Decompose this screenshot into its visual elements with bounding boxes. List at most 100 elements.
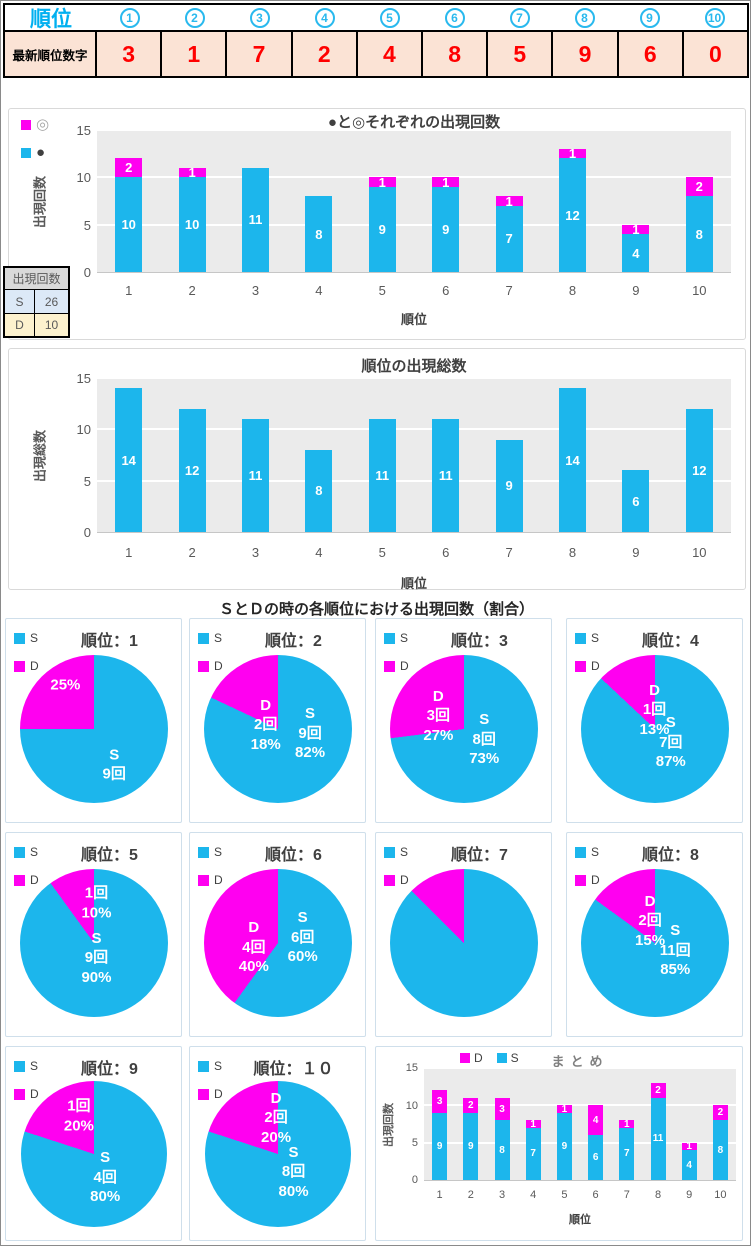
- pie-legend-S: S: [14, 631, 38, 645]
- latest-number-cell[interactable]: 3: [97, 32, 163, 76]
- sd-table-row-label[interactable]: D: [5, 314, 35, 336]
- latest-number-cell[interactable]: 6: [619, 32, 684, 76]
- legend-symbol: ●: [36, 144, 46, 161]
- legend-label: S: [591, 631, 600, 645]
- bar-segment-D-rank-10: 2: [712, 1105, 728, 1121]
- rank-column-header[interactable]: 1: [97, 7, 162, 28]
- circled-number: 2: [184, 7, 205, 28]
- bar-rank-9: 6: [622, 378, 650, 532]
- legend-swatch: [21, 119, 31, 130]
- x-tick-label-6: 6: [592, 1189, 599, 1201]
- rank-column-header[interactable]: 4: [292, 7, 357, 28]
- rank-column-header[interactable]: 5: [357, 7, 422, 28]
- legend-label: D: [30, 1087, 39, 1101]
- bar-segment-D-rank-4: 1: [525, 1119, 541, 1130]
- bar-segment-◎-rank-10: 2: [685, 177, 713, 197]
- pie-label-line: 18%: [250, 735, 281, 753]
- circled-number: 7: [509, 7, 530, 28]
- x-tick-label-2: 2: [188, 283, 196, 298]
- pie-title: 順位：7: [451, 847, 508, 864]
- x-tick-label-5: 5: [378, 283, 386, 298]
- sd-table-row-label[interactable]: S: [5, 290, 35, 313]
- latest-number-cell[interactable]: 7: [227, 32, 293, 76]
- latest-number-cell[interactable]: 5: [488, 32, 554, 76]
- legend-item-●: ●: [21, 145, 45, 160]
- rank-column-header[interactable]: 6: [422, 7, 487, 28]
- pie-label-line: 13%: [639, 720, 670, 738]
- rank-column-header[interactable]: 10: [682, 7, 747, 28]
- bar-segment-D-rank-8: 2: [650, 1082, 666, 1098]
- pie-label-line: 80%: [278, 1182, 309, 1200]
- bar-segment-S-rank-1: 9: [432, 1112, 448, 1180]
- bar-segment-D-rank-9: 1: [681, 1141, 697, 1152]
- pie-label-S: S 9回 82%: [295, 704, 325, 763]
- rank-column-header[interactable]: 7: [487, 7, 552, 28]
- pie-label-line: S: [305, 705, 316, 723]
- latest-number-cell[interactable]: 4: [358, 32, 424, 76]
- gridline: [424, 1104, 736, 1107]
- x-tick-label-7: 7: [623, 1189, 630, 1201]
- sd-table-header[interactable]: 出現回数: [5, 268, 68, 290]
- y-tick-label: 5: [411, 1136, 418, 1149]
- bar-rank-1: 14: [115, 378, 143, 532]
- gridline: [424, 1141, 736, 1144]
- sd-table-row: D 10: [5, 313, 68, 336]
- pie-label-line: D: [260, 696, 272, 714]
- legend-label: D: [591, 873, 600, 887]
- rank-column-header[interactable]: 2: [162, 7, 227, 28]
- bar-rank-3: 11: [242, 378, 269, 532]
- legend-label: D: [30, 659, 39, 673]
- pie-card-rank-6: S D 順位：6 D 4回 40% S 6回 60%: [189, 832, 366, 1037]
- bar-segment-S-rank-8: 11: [650, 1097, 666, 1180]
- x-tick-label-10: 10: [692, 545, 707, 560]
- legend-item-◎: ◎: [21, 117, 49, 132]
- rank-column-header[interactable]: 3: [227, 7, 292, 28]
- pie-label-line: 80%: [90, 1188, 121, 1206]
- pie-label-line: S: [479, 711, 490, 729]
- pie-label-line: 1回: [84, 884, 109, 902]
- legend-symbol: ◎: [36, 116, 50, 133]
- latest-number-cell[interactable]: 0: [709, 40, 722, 67]
- x-tick-label-3: 3: [251, 545, 260, 560]
- x-tick-label-7: 7: [505, 545, 513, 560]
- latest-number-cell[interactable]: 2: [293, 32, 358, 76]
- legend-label: S: [591, 845, 600, 859]
- summary-plot-area: 9 3 9 2 8 3 7 1 9 1 6 4 7 1 11 2 4 1 8 2: [424, 1067, 736, 1181]
- legend-label: S: [30, 631, 39, 645]
- latest-number-cell[interactable]: 9: [553, 32, 619, 76]
- sd-table-row-value[interactable]: 10: [44, 318, 59, 332]
- legend-swatch: [198, 846, 209, 858]
- circled-number-row: 1 2 3 4 5 6 7 8 9 10: [97, 7, 747, 28]
- x-tick-label-4: 4: [315, 545, 323, 560]
- rank-column-header[interactable]: 9: [617, 7, 682, 28]
- pie-rank-5: 1回 10% S 9回 90%: [19, 869, 168, 1017]
- rank-column-header[interactable]: 8: [552, 7, 617, 28]
- pie-rank-3: D 3回 27% S 8回 73%: [389, 655, 538, 803]
- pie-rank-1: 25% S 9回: [19, 655, 168, 803]
- pie-legend-D: D: [384, 659, 409, 673]
- marks-plot-area: 10 2 10 1 11 8 9 1 9 1 7 1 12 1 4 1 8 2: [97, 129, 731, 273]
- legend-swatch: [21, 147, 31, 158]
- legend-label: D: [591, 659, 600, 673]
- pie-label-line: 3回: [426, 706, 450, 724]
- bar-segment-出現総数-rank-5: 11: [368, 419, 396, 532]
- bar-segment-◎-rank-8: 1: [559, 146, 586, 161]
- latest-number-cell[interactable]: 8: [423, 32, 489, 76]
- bar-segment-出現総数-rank-1: 14: [115, 388, 143, 532]
- pie-label-line: 9回: [84, 949, 109, 967]
- bar-rank-2: 12: [178, 378, 206, 532]
- pie-label-line: S: [109, 746, 120, 764]
- pie-label-S: S 6回 60%: [288, 908, 318, 967]
- pie-label-line: D: [248, 919, 260, 937]
- bar-segment-●-rank-10: 8: [685, 196, 713, 272]
- legend-swatch: [14, 632, 25, 644]
- sd-table-row-value[interactable]: 26: [44, 294, 59, 309]
- latest-row-label[interactable]: 最新順位数字: [5, 32, 97, 76]
- gridline: [97, 223, 731, 226]
- x-tick-label-5: 5: [561, 1189, 568, 1201]
- latest-number-cell[interactable]: 1: [162, 32, 228, 76]
